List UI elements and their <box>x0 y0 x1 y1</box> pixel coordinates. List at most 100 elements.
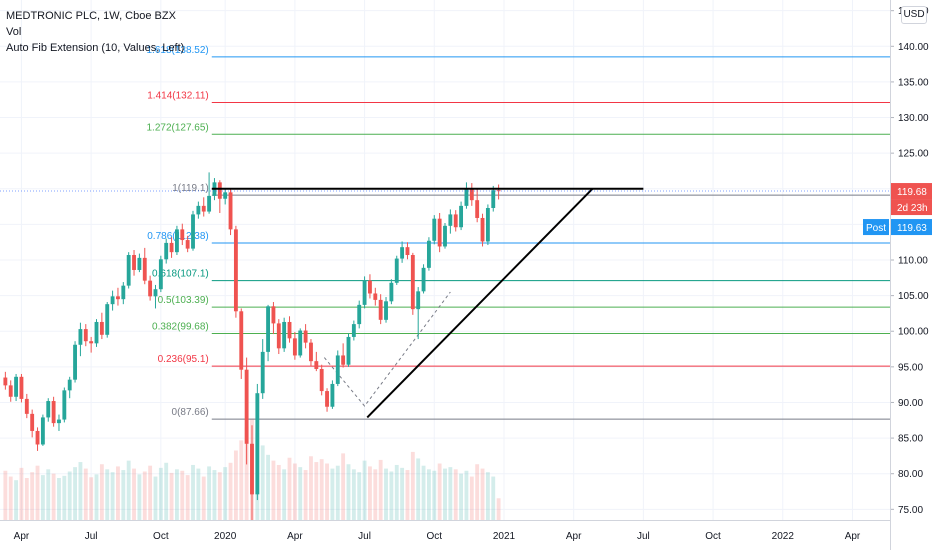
volume-bar <box>174 469 179 520</box>
volume-bar <box>496 498 501 520</box>
candle <box>314 351 319 372</box>
candle <box>142 247 147 285</box>
currency-button[interactable]: USD <box>901 6 927 24</box>
candle <box>464 182 469 209</box>
x-tick-label: Oct <box>705 531 721 542</box>
candle-body <box>250 443 254 495</box>
candle-body <box>384 301 388 320</box>
volume-bar <box>266 454 271 520</box>
volume-bar <box>346 464 351 520</box>
candle <box>287 316 292 343</box>
candle <box>116 287 120 306</box>
volume-bar <box>207 466 212 520</box>
candle <box>223 189 228 205</box>
volume-indicator-label[interactable]: Vol <box>6 26 22 38</box>
countdown-badge <box>891 199 932 216</box>
candle <box>110 290 115 311</box>
trendline-ascending-support[interactable] <box>366 188 594 419</box>
trendlines[interactable] <box>211 187 644 419</box>
volume-bar <box>239 440 244 520</box>
candle-body <box>24 398 29 414</box>
candle-body <box>378 299 383 320</box>
candle <box>260 339 265 399</box>
candle <box>174 225 179 256</box>
volume-bar <box>116 466 120 520</box>
fib-indicator-label[interactable]: Auto Fib Extension (10, Values, Left) <box>6 42 185 54</box>
symbol-title[interactable]: MEDTRONIC PLC, 1W, Cboe BZX <box>6 10 176 22</box>
candle <box>453 210 458 232</box>
x-tick-label: Apr <box>287 531 303 542</box>
volume-bar <box>325 463 329 520</box>
x-tick-label: Apr <box>566 531 582 542</box>
volume-bar <box>196 468 201 520</box>
candle <box>244 357 249 465</box>
candle <box>99 312 104 340</box>
candle-body <box>73 344 77 380</box>
volume-bar <box>271 460 276 520</box>
x-tick-label: Jul <box>85 531 98 542</box>
volume-bar <box>62 475 67 520</box>
candle-body <box>201 205 206 212</box>
candle-body <box>448 214 453 226</box>
candle <box>384 297 388 323</box>
volume-bar <box>185 475 190 520</box>
candle <box>228 189 233 236</box>
volume-bar <box>126 460 131 520</box>
candle-body <box>121 285 126 300</box>
candle <box>469 183 474 206</box>
candle <box>196 201 201 219</box>
volume-bar <box>357 472 362 520</box>
candle-body <box>99 321 104 335</box>
volume-bar <box>158 467 163 520</box>
candle <box>346 333 351 367</box>
candle <box>341 343 346 368</box>
volume-bar <box>148 465 153 520</box>
candle-body <box>292 338 297 356</box>
candle <box>191 210 195 251</box>
volume-bar <box>67 471 72 520</box>
candle-body <box>459 205 464 228</box>
candle <box>400 241 405 263</box>
candle-body <box>319 368 324 392</box>
candle-body <box>223 192 228 199</box>
y-tick-label: 80.00 <box>898 469 923 480</box>
candle-body <box>276 323 281 349</box>
fib-label-0-5: 0.5(103.39) <box>158 295 209 306</box>
candle-body <box>116 296 120 300</box>
candle <box>426 237 431 271</box>
volume-bar <box>3 470 8 520</box>
last-price-badge <box>891 183 932 200</box>
candle-body <box>228 192 233 230</box>
volume-bar <box>330 468 335 520</box>
volume-bar <box>394 464 399 520</box>
candle <box>201 197 206 217</box>
x-tick-label: 2022 <box>772 531 795 542</box>
volume-bar <box>405 470 410 520</box>
volume-bar <box>83 468 88 520</box>
candle-body <box>421 267 426 292</box>
candle <box>271 302 276 335</box>
volume-bar <box>233 450 238 520</box>
candle <box>148 275 153 301</box>
volume-bar <box>94 474 99 520</box>
volume-bar <box>105 469 110 520</box>
x-tick-label: 2020 <box>214 531 237 542</box>
volume-bar <box>351 469 356 520</box>
candle <box>480 213 485 247</box>
candle-body <box>389 282 394 302</box>
candle-body <box>35 430 40 445</box>
candle-body <box>325 391 329 407</box>
volume-bar <box>303 470 308 520</box>
candle-body <box>287 321 292 339</box>
volume-bar <box>110 472 115 520</box>
candle <box>67 376 72 399</box>
candle <box>319 364 324 396</box>
candle-body <box>148 280 153 297</box>
x-tick-label: Oct <box>153 531 169 542</box>
candle-body <box>126 255 131 286</box>
x-tick-label: Jul <box>358 531 371 542</box>
candle-body <box>400 247 405 259</box>
candle <box>40 414 45 446</box>
